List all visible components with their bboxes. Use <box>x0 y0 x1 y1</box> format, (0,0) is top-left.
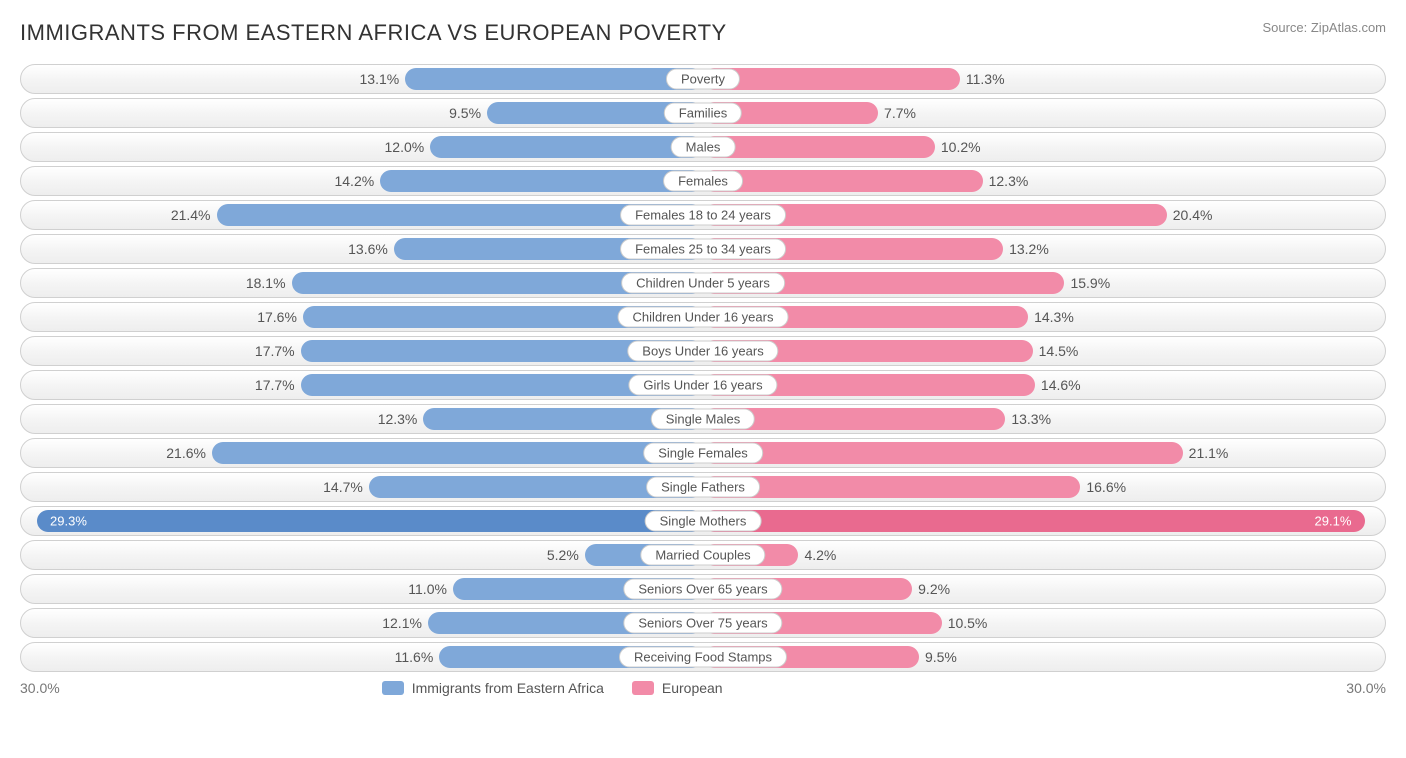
category-label: Single Males <box>651 409 755 430</box>
bar-row: 11.6% 9.5% Receiving Food Stamps <box>20 642 1386 672</box>
bar-row: 14.7% 16.6% Single Fathers <box>20 472 1386 502</box>
value-left: 18.1% <box>246 275 286 291</box>
value-left: 9.5% <box>449 105 481 121</box>
value-left: 13.6% <box>348 241 388 257</box>
value-right: 9.5% <box>925 649 957 665</box>
bar-row: 18.1% 15.9% Children Under 5 years <box>20 268 1386 298</box>
bar-row: 14.2% 12.3% Females <box>20 166 1386 196</box>
value-right: 7.7% <box>884 105 916 121</box>
value-right: 11.3% <box>966 71 1005 87</box>
value-left: 13.1% <box>360 71 400 87</box>
value-right: 9.2% <box>918 581 950 597</box>
value-right: 14.3% <box>1034 309 1074 325</box>
value-right: 4.2% <box>804 547 836 563</box>
category-label: Families <box>664 103 742 124</box>
value-right: 15.9% <box>1070 275 1110 291</box>
chart-footer: 30.0% Immigrants from Eastern Africa Eur… <box>20 680 1386 696</box>
value-left: 12.1% <box>382 615 422 631</box>
category-label: Children Under 5 years <box>621 273 785 294</box>
category-label: Children Under 16 years <box>618 307 789 328</box>
legend-swatch-left <box>382 681 404 695</box>
bar-row: 17.7% 14.5% Boys Under 16 years <box>20 336 1386 366</box>
value-left: 14.2% <box>334 173 374 189</box>
value-left: 12.0% <box>385 139 425 155</box>
legend-label-right: European <box>662 680 723 696</box>
category-label: Seniors Over 65 years <box>623 579 782 600</box>
category-label: Males <box>671 137 736 158</box>
legend-item-right: European <box>632 680 723 696</box>
bar-left <box>37 510 703 532</box>
value-left: 17.7% <box>255 343 295 359</box>
category-label: Females 18 to 24 years <box>620 205 786 226</box>
value-left: 14.7% <box>323 479 363 495</box>
chart-header: IMMIGRANTS FROM EASTERN AFRICA VS EUROPE… <box>20 20 1386 46</box>
chart-title: IMMIGRANTS FROM EASTERN AFRICA VS EUROPE… <box>20 20 727 46</box>
chart-rows: 13.1% 11.3% Poverty 9.5% 7.7% Families 12.0% 10… <box>20 64 1386 672</box>
bar-right <box>703 136 935 158</box>
legend-label-left: Immigrants from Eastern Africa <box>412 680 604 696</box>
bar-left <box>405 68 703 90</box>
bar-row: 13.6% 13.2% Females 25 to 34 years <box>20 234 1386 264</box>
bar-right <box>703 68 960 90</box>
bar-row: 13.1% 11.3% Poverty <box>20 64 1386 94</box>
bar-row: 17.7% 14.6% Girls Under 16 years <box>20 370 1386 400</box>
category-label: Girls Under 16 years <box>628 375 777 396</box>
category-label: Females 25 to 34 years <box>620 239 786 260</box>
category-label: Seniors Over 75 years <box>623 613 782 634</box>
value-left: 12.3% <box>378 411 418 427</box>
bar-row: 5.2% 4.2% Married Couples <box>20 540 1386 570</box>
value-right: 13.2% <box>1009 241 1049 257</box>
bar-row: 11.0% 9.2% Seniors Over 65 years <box>20 574 1386 604</box>
value-right: 12.3% <box>989 173 1029 189</box>
category-label: Boys Under 16 years <box>627 341 778 362</box>
category-label: Single Fathers <box>646 477 760 498</box>
bar-row: 12.3% 13.3% Single Males <box>20 404 1386 434</box>
legend: Immigrants from Eastern Africa European <box>382 680 723 696</box>
category-label: Receiving Food Stamps <box>619 647 787 668</box>
bar-row: 12.0% 10.2% Males <box>20 132 1386 162</box>
value-right: 10.5% <box>948 615 988 631</box>
value-left: 11.0% <box>408 581 447 597</box>
value-right: 13.3% <box>1011 411 1051 427</box>
axis-left-max: 30.0% <box>20 680 80 696</box>
bar-right <box>703 510 1365 532</box>
value-right: 21.1% <box>1189 445 1229 461</box>
bar-row: 12.1% 10.5% Seniors Over 75 years <box>20 608 1386 638</box>
value-right: 29.1% <box>1315 514 1352 529</box>
category-label: Females <box>663 171 743 192</box>
value-right: 10.2% <box>941 139 981 155</box>
value-left: 17.7% <box>255 377 295 393</box>
value-right: 16.6% <box>1086 479 1126 495</box>
bar-row: 17.6% 14.3% Children Under 16 years <box>20 302 1386 332</box>
value-left: 21.4% <box>171 207 211 223</box>
bar-left <box>380 170 703 192</box>
category-label: Single Mothers <box>645 511 762 532</box>
source-label: Source: ZipAtlas.com <box>1262 20 1386 35</box>
bar-left <box>212 442 703 464</box>
bar-row: 21.4% 20.4% Females 18 to 24 years <box>20 200 1386 230</box>
bar-row: 29.3% 29.1% Single Mothers <box>20 506 1386 536</box>
value-right: 14.6% <box>1041 377 1081 393</box>
category-label: Single Females <box>643 443 763 464</box>
bar-row: 21.6% 21.1% Single Females <box>20 438 1386 468</box>
legend-item-left: Immigrants from Eastern Africa <box>382 680 604 696</box>
bar-left <box>430 136 703 158</box>
value-left: 11.6% <box>395 649 434 665</box>
value-right: 14.5% <box>1039 343 1079 359</box>
bar-row: 9.5% 7.7% Families <box>20 98 1386 128</box>
value-right: 20.4% <box>1173 207 1213 223</box>
value-left: 29.3% <box>50 514 87 529</box>
value-left: 21.6% <box>166 445 206 461</box>
category-label: Married Couples <box>640 545 765 566</box>
value-left: 17.6% <box>257 309 297 325</box>
bar-right <box>703 170 983 192</box>
legend-swatch-right <box>632 681 654 695</box>
axis-right-max: 30.0% <box>1326 680 1386 696</box>
value-left: 5.2% <box>547 547 579 563</box>
bar-right <box>703 442 1183 464</box>
category-label: Poverty <box>666 69 740 90</box>
